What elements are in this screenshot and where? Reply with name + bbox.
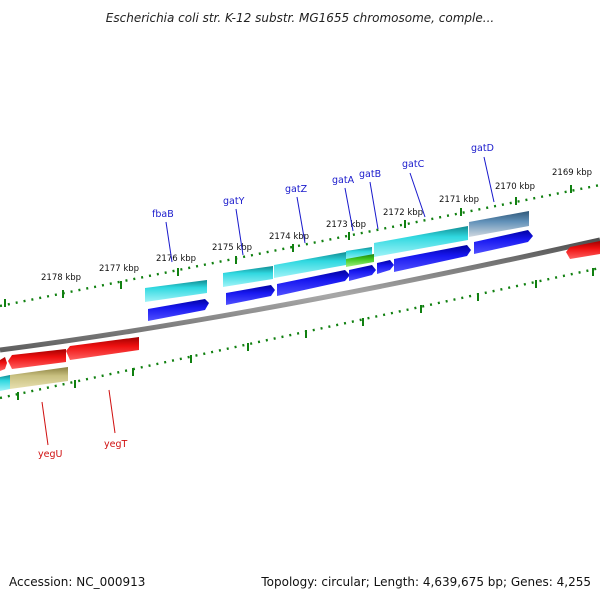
cds-yegU-b[interactable] [8, 349, 66, 369]
reverse-gene-labels: yegU yegT [38, 439, 127, 460]
gene-label-gatA[interactable]: gatA [332, 175, 355, 186]
gene-feature-gatA-green[interactable] [346, 254, 374, 267]
scale-label-2176: 2176 kbp [156, 254, 196, 264]
cds-gatC[interactable] [394, 245, 471, 272]
accession-label: Accession: NC_000913 [9, 575, 145, 589]
reverse-leader-lines [41, 389, 116, 446]
genome-summary: Topology: circular; Length: 4,639,675 bp… [260, 575, 591, 589]
gene-feature-yegU-cyan[interactable] [0, 375, 10, 391]
chromosome-backbone [0, 237, 600, 353]
cds-gatB[interactable] [377, 260, 394, 274]
gene-label-gatC[interactable]: gatC [402, 159, 425, 170]
gene-feature-fbaB[interactable] [145, 280, 207, 302]
gene-label-gatD[interactable]: gatD [471, 143, 494, 154]
gene-feature-gatC[interactable] [374, 226, 468, 257]
cds-fbaB[interactable] [148, 299, 209, 321]
scale-label-2177: 2177 kbp [99, 264, 139, 274]
gene-label-fbaB[interactable]: fbaB [152, 209, 174, 220]
cds-yegT[interactable] [66, 337, 139, 360]
scale-label-2174: 2174 kbp [269, 232, 309, 242]
upper-scale-track [0, 183, 600, 308]
scale-label-2170: 2170 kbp [495, 182, 535, 192]
cds-gatZ[interactable] [277, 270, 350, 296]
gene-label-gatB[interactable]: gatB [359, 169, 381, 180]
gene-feature-yegT[interactable] [10, 367, 68, 389]
forward-gene-labels: fbaB gatY gatZ gatA gatB gatC gatD [152, 143, 494, 220]
gene-feature-gatZ[interactable] [274, 252, 346, 278]
cds-yegU-a[interactable] [0, 357, 7, 371]
scale-label-2175: 2175 kbp [212, 243, 252, 253]
forward-leader-lines [165, 156, 495, 263]
gene-feature-gatY[interactable] [223, 266, 273, 287]
gene-label-gatZ[interactable]: gatZ [285, 184, 308, 195]
scale-label-2169: 2169 kbp [552, 168, 592, 178]
gene-label-yegT[interactable]: yegT [104, 439, 127, 450]
scale-label-2173: 2173 kbp [326, 220, 366, 230]
cds-gatA[interactable] [349, 265, 376, 281]
gene-feature-gatD[interactable] [469, 211, 529, 237]
gene-label-gatY[interactable]: gatY [223, 196, 245, 207]
gene-label-yegU[interactable]: yegU [38, 449, 62, 460]
scale-label-2172: 2172 kbp [383, 208, 423, 218]
scale-labels: 2178 kbp 2177 kbp 2176 kbp 2175 kbp 2174… [41, 168, 592, 283]
forward-gene-track [145, 211, 529, 302]
cds-gatD[interactable] [474, 230, 533, 254]
reverse-track [0, 241, 600, 391]
scale-label-2171: 2171 kbp [439, 195, 479, 205]
forward-cds-track [148, 230, 533, 321]
map-title: Escherichia coli str. K-12 substr. MG165… [106, 11, 494, 25]
cds-gatY[interactable] [226, 285, 275, 305]
lower-scale-track [0, 266, 600, 400]
scale-label-2178: 2178 kbp [41, 273, 81, 283]
cds-right-edge[interactable] [566, 241, 600, 259]
